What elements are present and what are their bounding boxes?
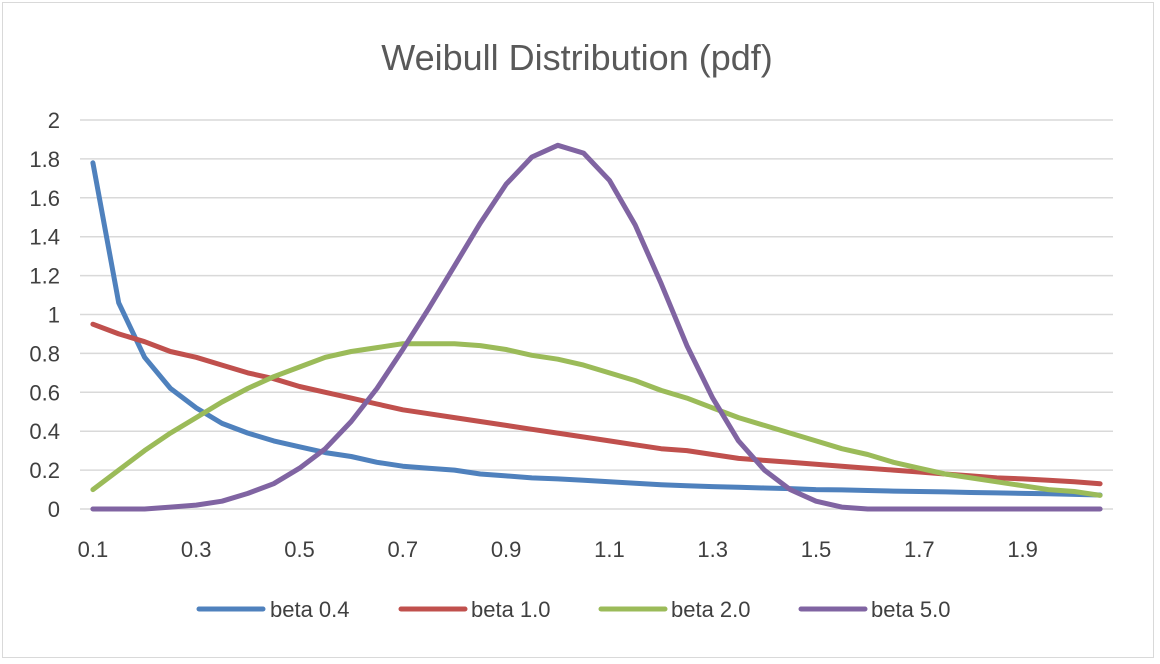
x-tick-label-7: 1.5 (801, 537, 832, 562)
y-tick-label-2: 0.4 (29, 419, 60, 444)
x-tick-label-1: 0.3 (181, 537, 212, 562)
y-axis-ticks: 0 0.2 0.4 0.6 0.8 1 1.2 1.4 1.6 1.8 2 (29, 108, 60, 522)
y-tick-label-6: 1.2 (29, 264, 60, 289)
y-tick-label-7: 1.4 (29, 225, 60, 250)
y-tick-label-8: 1.6 (29, 186, 60, 211)
x-tick-label-8: 1.7 (904, 537, 935, 562)
y-tick-label-4: 0.8 (29, 341, 60, 366)
x-tick-label-4: 0.9 (491, 537, 522, 562)
y-tick-label-9: 1.8 (29, 147, 60, 172)
y-tick-label-1: 0.2 (29, 458, 60, 483)
gridlines (80, 119, 1113, 510)
chart-title: Weibull Distribution (pdf) (381, 37, 772, 78)
y-tick-label-3: 0.6 (29, 380, 60, 405)
legend: beta 0.4 beta 1.0 beta 2.0 beta 5.0 (196, 597, 951, 622)
x-tick-label-3: 0.7 (388, 537, 419, 562)
series-lines (90, 142, 1103, 512)
legend-label-beta-2-0: beta 2.0 (671, 597, 751, 622)
y-tick-label-10: 2 (48, 108, 60, 133)
series-line-beta-0-4 (90, 160, 1103, 498)
legend-label-beta-1-0: beta 1.0 (471, 597, 551, 622)
x-tick-label-0: 0.1 (78, 537, 109, 562)
series-line-beta-2-0 (90, 341, 1103, 498)
series-line-beta-5-0 (90, 142, 1103, 512)
y-tick-label-5: 1 (48, 303, 60, 328)
legend-label-beta-5-0: beta 5.0 (871, 597, 951, 622)
x-tick-label-2: 0.5 (284, 537, 315, 562)
x-tick-label-9: 1.9 (1007, 537, 1038, 562)
x-axis-ticks: 0.1 0.3 0.5 0.7 0.9 1.1 1.3 1.5 1.7 1.9 (78, 537, 1038, 562)
legend-label-beta-0-4: beta 0.4 (270, 597, 350, 622)
y-tick-label-0: 0 (48, 497, 60, 522)
series-line-beta-1-0 (90, 321, 1103, 487)
x-tick-label-6: 1.3 (697, 537, 728, 562)
x-tick-label-5: 1.1 (594, 537, 625, 562)
